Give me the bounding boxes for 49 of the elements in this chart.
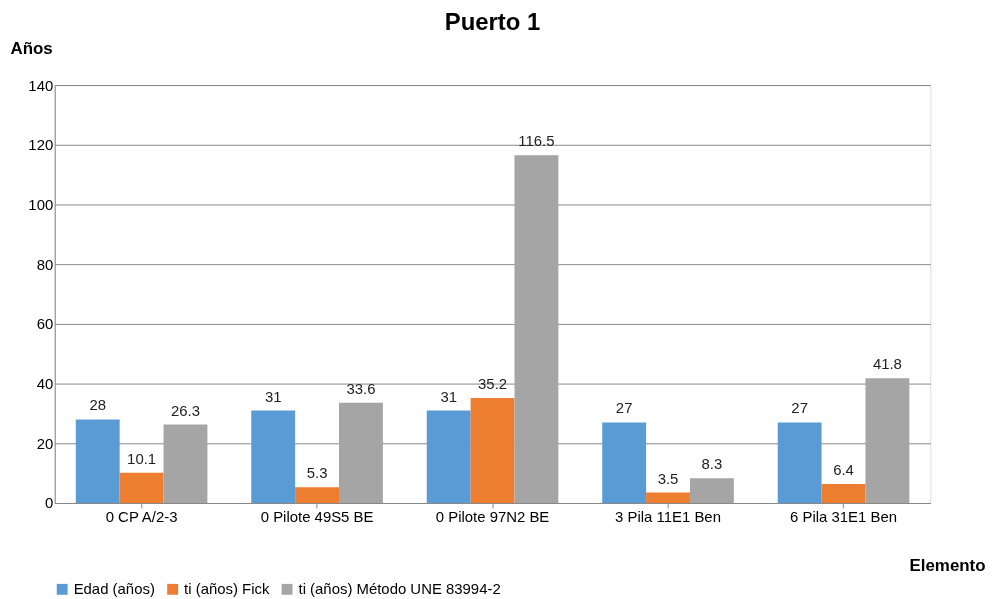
data-label: 3.5 <box>657 469 679 487</box>
x-tick-label: 0 CP A/2-3 <box>105 508 178 526</box>
bar <box>119 472 164 503</box>
data-label: 31 <box>264 387 282 405</box>
y-tick-label: 100 <box>28 195 54 213</box>
y-tick-label: 60 <box>36 315 54 333</box>
bar <box>295 487 339 503</box>
x-tick-label: 0 Pilote 49S5 BE <box>260 508 374 526</box>
bar <box>426 410 471 503</box>
y-axis-title: Años <box>10 38 53 58</box>
data-label: 27 <box>615 399 633 417</box>
bar <box>602 422 647 503</box>
bar <box>689 478 734 503</box>
y-tick-label: 80 <box>36 255 54 273</box>
bar <box>75 419 120 503</box>
data-label: 10.1 <box>127 449 157 467</box>
x-axis-title: Elemento <box>909 556 986 576</box>
legend-label: Edad (años) <box>73 580 155 598</box>
data-label: 35.2 <box>478 374 508 392</box>
data-label: 41.8 <box>872 355 902 373</box>
bar <box>865 378 910 503</box>
data-label: 8.3 <box>701 455 723 473</box>
data-label: 5.3 <box>306 464 328 482</box>
y-tick-label: 0 <box>44 494 54 512</box>
x-tick-label: 6 Pila 31E1 Ben <box>790 508 897 526</box>
data-label: 6.4 <box>833 460 854 478</box>
bar <box>646 492 690 503</box>
chart-title: Puerto 1 <box>444 8 541 36</box>
x-tick-label: 3 Pila 11E1 Ben <box>615 508 721 526</box>
data-label: 26.3 <box>170 401 200 419</box>
bar <box>514 155 559 503</box>
bar <box>821 483 866 503</box>
bar <box>339 402 383 503</box>
y-tick-label: 120 <box>28 136 54 154</box>
data-label: 33.6 <box>346 379 376 397</box>
data-label: 116.5 <box>518 132 555 150</box>
legend-label: ti (años) Método UNE 83994-2 <box>298 580 501 598</box>
legend-label: ti (años) Fick <box>184 580 270 598</box>
x-tick-label: 0 Pilote 97N2 BE <box>435 508 550 526</box>
bar <box>251 410 296 503</box>
data-label: 27 <box>791 399 808 417</box>
data-label: 28 <box>89 396 107 414</box>
y-tick-label: 140 <box>28 76 54 94</box>
y-tick-label: 20 <box>36 434 54 452</box>
bar <box>777 422 822 503</box>
bar <box>470 397 515 503</box>
y-tick-label: 40 <box>36 375 54 393</box>
data-label: 31 <box>440 387 457 405</box>
bar <box>163 424 208 503</box>
